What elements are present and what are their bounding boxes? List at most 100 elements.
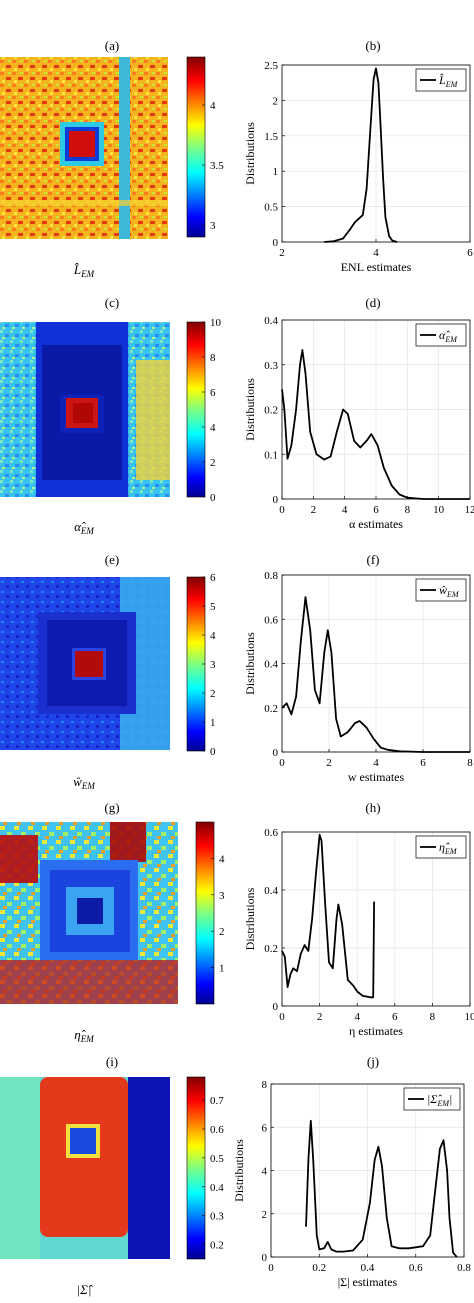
y-axis-label: Distributions [243,632,257,695]
y-tick-label: 0.2 [264,943,278,955]
y-tick-label: 6 [262,1122,268,1134]
caption-c: α̂EM [74,519,94,536]
y-tick-label: 1 [273,166,279,178]
x-tick-label: 10 [433,504,445,516]
x-tick-label: 0.8 [457,1262,471,1274]
x-tick-label: 0.2 [312,1262,326,1274]
x-tick-label: 2 [317,1011,323,1023]
panel-b: (b) 2 4 6 0 0.5 1 1.5 2 2.5 ENL estimates Distribu… [243,38,473,274]
legend-label: L̂EM [438,73,459,89]
y-tick-label: 0.1 [264,449,278,461]
colorbar-tick-label: 3 [210,220,216,232]
x-axis-label: ENL estimates [341,260,412,274]
y-axis-label: Distributions [243,887,257,950]
colorbar-tick-label: 0.5 [210,1153,224,1165]
colorbar-tick-label: 1 [210,717,216,729]
legend-box [415,835,467,859]
y-tick-label: 0.2 [264,405,278,417]
colorbar-tick-label: 0.7 [210,1095,224,1107]
colorbar-tick-label: 1 [219,963,225,975]
legend: |Σ̂EM| [403,1087,461,1111]
series-line [324,67,398,243]
colorbar-tick-label: 10 [210,317,222,329]
caption-a: L̂EM [73,262,95,279]
panel-a: (a) 33.54 L̂EM [0,38,224,279]
legend-label: η̂EM [439,840,458,856]
y-tick-label: 0.6 [264,827,278,839]
x-tick-label: 12 [465,504,474,516]
colorbar-g: 1 2 3 4 [195,821,225,1005]
x-tick-label: 4 [373,247,379,259]
x-tick-label: 6 [467,247,473,259]
colorbar-tick-label: 2 [210,457,216,469]
x-tick-label: 0.6 [409,1262,423,1274]
panel-label-c: (c) [105,295,119,310]
y-tick-label: 0 [273,747,279,759]
y-axis-label: Distributions [243,378,257,441]
colorbar-tick-label: 3 [219,890,225,902]
colorbar-i: 0.2 0.3 0.4 0.5 0.6 0.7 [186,1076,224,1260]
x-tick-label: 8 [405,504,411,516]
x-tick-label: 4 [342,504,348,516]
y-tick-label: 0.6 [264,614,278,626]
caption-i: |Σ̂| [77,1282,93,1297]
panel-d: (d) 0 2 4 6 8 10 12 0 0.1 0.2 0.3 0.4 α estimates Dis… [243,295,474,531]
x-tick-label: 0 [279,504,285,516]
heatmap-i [0,1077,170,1259]
panel-label-j: (j) [367,1054,379,1069]
x-tick-label: 2 [311,504,317,516]
colorbar-tick-label: 6 [210,387,216,399]
legend: L̂EM [415,68,467,92]
series-line [281,596,470,753]
caption-e: ŵEM [73,774,95,791]
colorbar-tick-label: 3 [210,659,216,671]
x-tick-label: 0 [268,1262,274,1274]
heatmap-c [0,322,170,497]
heatmap-a [0,57,168,239]
y-tick-label: 0.4 [264,659,278,671]
series-line [281,834,375,999]
panel-label-d: (d) [365,295,380,310]
panel-label-e: (e) [105,552,119,567]
series-line [305,1119,458,1258]
colorbar-tick-label: 4 [210,630,216,642]
x-tick-label: 10 [465,1011,474,1023]
x-axis-label: η estimates [349,1024,403,1038]
colorbar-tick-label: 5 [210,601,216,613]
legend: ŵEM [415,578,467,602]
y-tick-label: 0 [273,494,279,506]
x-tick-label: 6 [373,504,379,516]
panel-label-i: (i) [106,1054,118,1069]
colorbar-tick-label: 3.5 [210,160,224,172]
colorbar-tick-label: 2 [210,688,216,700]
y-axis-label: Distributions [232,1139,246,1202]
heatmap-e [0,577,170,750]
colorbar-tick-label: 0.6 [210,1124,224,1136]
panel-label-b: (b) [365,38,380,53]
x-tick-label: 4 [373,757,379,769]
y-tick-label: 2 [273,95,279,107]
x-axis-label: α estimates [349,517,403,531]
y-tick-label: 0 [262,1252,268,1264]
y-tick-label: 0.4 [264,315,278,327]
panel-g: (g) 1 2 3 4 η̂EM [0,800,225,1044]
y-tick-label: 0.4 [264,885,278,897]
panel-label-h: (h) [365,800,380,815]
colorbar-tick-label: 6 [210,572,216,584]
colorbar-tick-label: 0.3 [210,1211,224,1223]
x-axis-label: |Σ| estimates [338,1275,398,1289]
colorbar-tick-label: 2 [219,926,225,938]
legend-box [415,323,467,347]
plot-area [282,832,470,1006]
legend-label: ŵEM [439,583,460,599]
panel-label-g: (g) [104,800,119,815]
colorbar-tick-label: 4 [219,853,225,865]
y-tick-label: 0.5 [264,202,278,214]
panel-e: (e) 0 1 2 3 4 5 6 ŵEM [0,552,216,791]
y-tick-label: 0 [273,237,279,249]
x-tick-label: 4 [354,1011,360,1023]
x-tick-label: 8 [467,757,473,769]
x-axis-label: w estimates [348,770,405,784]
colorbar-tick-label: 4 [210,422,216,434]
